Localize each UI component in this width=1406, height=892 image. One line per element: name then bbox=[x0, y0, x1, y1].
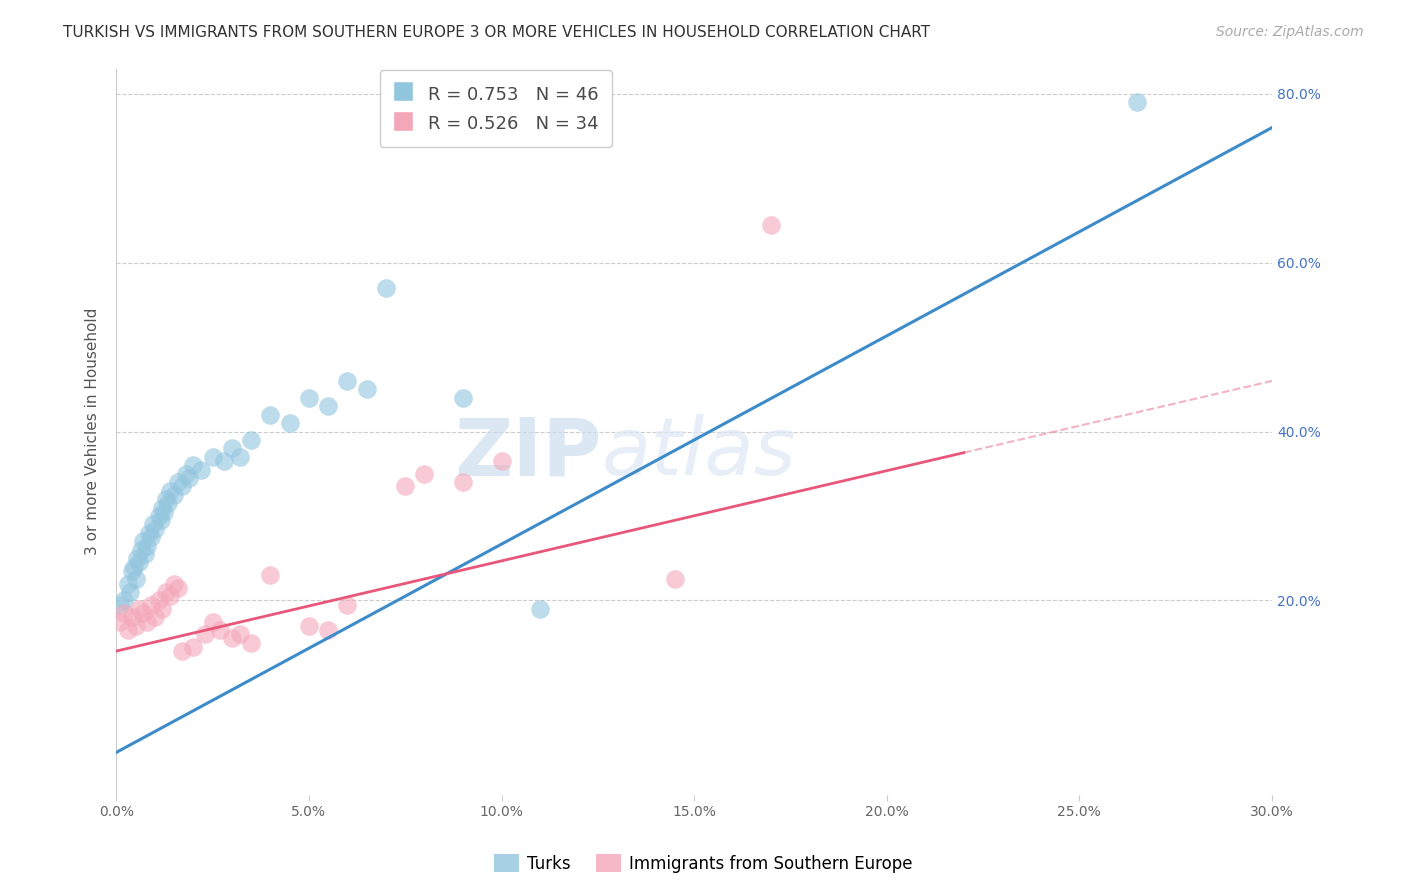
Point bbox=[117, 623, 139, 637]
Point bbox=[163, 576, 186, 591]
Point bbox=[298, 391, 321, 405]
Point bbox=[167, 581, 190, 595]
Point bbox=[143, 522, 166, 536]
Point bbox=[142, 517, 165, 532]
Point bbox=[179, 471, 201, 485]
Point bbox=[163, 488, 186, 502]
Point bbox=[118, 585, 141, 599]
Point bbox=[181, 640, 204, 654]
Text: TURKISH VS IMMIGRANTS FROM SOUTHERN EUROPE 3 OR MORE VEHICLES IN HOUSEHOLD CORRE: TURKISH VS IMMIGRANTS FROM SOUTHERN EURO… bbox=[63, 25, 931, 40]
Text: Source: ZipAtlas.com: Source: ZipAtlas.com bbox=[1216, 25, 1364, 39]
Point bbox=[152, 500, 174, 515]
Legend: R = 0.753   N = 46, R = 0.526   N = 34: R = 0.753 N = 46, R = 0.526 N = 34 bbox=[380, 70, 612, 147]
Point bbox=[413, 467, 436, 481]
Text: ZIP: ZIP bbox=[454, 415, 602, 492]
Point bbox=[131, 542, 153, 557]
Point bbox=[336, 598, 359, 612]
Point bbox=[127, 551, 149, 566]
Y-axis label: 3 or more Vehicles in Household: 3 or more Vehicles in Household bbox=[86, 308, 100, 555]
Point bbox=[336, 374, 359, 388]
Point bbox=[209, 623, 232, 637]
Legend: Turks, Immigrants from Southern Europe: Turks, Immigrants from Southern Europe bbox=[486, 847, 920, 880]
Point bbox=[132, 606, 155, 620]
Point bbox=[491, 454, 513, 468]
Point bbox=[394, 479, 416, 493]
Point bbox=[124, 572, 146, 586]
Point bbox=[128, 602, 150, 616]
Point bbox=[221, 442, 243, 456]
Point bbox=[278, 416, 301, 430]
Point bbox=[153, 505, 176, 519]
Point bbox=[132, 534, 155, 549]
Point bbox=[157, 496, 180, 510]
Point bbox=[155, 585, 177, 599]
Point bbox=[451, 391, 474, 405]
Point bbox=[117, 576, 139, 591]
Point bbox=[112, 606, 135, 620]
Point bbox=[190, 462, 212, 476]
Point bbox=[148, 508, 170, 523]
Point bbox=[316, 623, 339, 637]
Point bbox=[201, 450, 224, 464]
Point bbox=[221, 632, 243, 646]
Point bbox=[155, 492, 177, 507]
Point bbox=[529, 602, 551, 616]
Point bbox=[139, 530, 162, 544]
Point bbox=[124, 619, 146, 633]
Point bbox=[181, 458, 204, 473]
Point bbox=[356, 382, 378, 396]
Point bbox=[228, 627, 250, 641]
Point bbox=[136, 615, 159, 629]
Point bbox=[167, 475, 190, 490]
Point bbox=[148, 593, 170, 607]
Point bbox=[121, 610, 143, 624]
Point bbox=[194, 627, 217, 641]
Point bbox=[259, 408, 281, 422]
Point bbox=[128, 556, 150, 570]
Point bbox=[1126, 95, 1149, 110]
Point bbox=[759, 218, 782, 232]
Point bbox=[139, 598, 162, 612]
Point bbox=[136, 539, 159, 553]
Point bbox=[134, 547, 156, 561]
Point bbox=[170, 644, 193, 658]
Text: atlas: atlas bbox=[602, 415, 796, 492]
Point bbox=[664, 572, 686, 586]
Point bbox=[170, 479, 193, 493]
Point bbox=[212, 454, 235, 468]
Point bbox=[259, 568, 281, 582]
Point bbox=[374, 281, 396, 295]
Point bbox=[240, 433, 263, 447]
Point bbox=[108, 598, 131, 612]
Point bbox=[174, 467, 197, 481]
Point bbox=[121, 564, 143, 578]
Point bbox=[149, 513, 172, 527]
Point bbox=[122, 559, 145, 574]
Point bbox=[152, 602, 174, 616]
Point bbox=[159, 589, 181, 603]
Point bbox=[108, 615, 131, 629]
Point bbox=[138, 525, 160, 540]
Point bbox=[201, 615, 224, 629]
Point bbox=[451, 475, 474, 490]
Point bbox=[298, 619, 321, 633]
Point bbox=[316, 399, 339, 413]
Point bbox=[240, 635, 263, 649]
Point bbox=[228, 450, 250, 464]
Point bbox=[112, 593, 135, 607]
Point bbox=[159, 483, 181, 498]
Point bbox=[143, 610, 166, 624]
